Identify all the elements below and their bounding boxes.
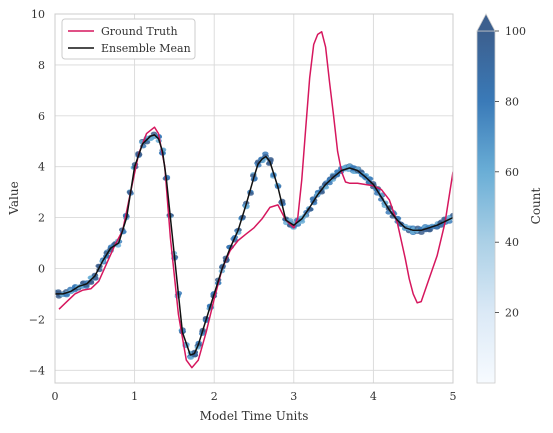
colorbar-ticks: 20 40 60 80 100 — [495, 25, 526, 320]
y-tick-label: 0 — [38, 262, 45, 275]
colorbar-gradient — [476, 30, 496, 384]
legend-label-ground-truth: Ground Truth — [101, 25, 178, 38]
colorbar-tick-label: 20 — [505, 307, 519, 320]
x-tick-label: 1 — [131, 390, 138, 403]
colorbar-extend-arrow — [476, 13, 496, 32]
legend-box — [61, 18, 196, 60]
colorbar-tick-label: 60 — [505, 166, 519, 179]
plot-frame — [54, 13, 454, 384]
x-tick-label: 5 — [450, 390, 457, 403]
colorbar-tick-label: 80 — [505, 95, 519, 108]
plot-background — [55, 14, 453, 383]
series-lines — [55, 31, 453, 369]
y-tick-label: 8 — [38, 59, 45, 72]
ensemble-point — [450, 212, 453, 218]
x-tick-label: 4 — [370, 390, 377, 403]
x-tick-label: 0 — [52, 390, 59, 403]
x-axis-label: Model Time Units — [200, 409, 309, 423]
y-tick-label: 6 — [38, 110, 45, 123]
x-tick-labels: 0 1 2 3 4 5 — [52, 390, 457, 403]
y-tick-label: −4 — [29, 364, 45, 377]
ensemble-mean-line — [55, 134, 453, 356]
y-tick-label: 2 — [38, 212, 45, 225]
x-tick-label: 2 — [211, 390, 218, 403]
x-tick-label: 3 — [290, 390, 297, 403]
colorbar-tick-label: 40 — [505, 236, 519, 249]
y-tick-label: 4 — [38, 161, 45, 174]
y-tick-label: −2 — [29, 313, 45, 326]
y-axis-label: Value — [7, 181, 21, 215]
colorbar: 20 40 60 80 100 Count — [476, 13, 543, 384]
legend-label-ensemble-mean: Ensemble Mean — [101, 42, 191, 55]
legend: Ground Truth Ensemble Mean — [61, 18, 196, 60]
y-tick-label: 10 — [31, 8, 45, 21]
ensemble-point — [63, 292, 70, 298]
ensemble-point — [418, 230, 425, 235]
y-tick-labels: −4 −2 0 2 4 6 8 10 — [29, 8, 45, 377]
colorbar-label: Count — [529, 187, 543, 224]
colorbar-tick-label: 100 — [505, 25, 526, 38]
